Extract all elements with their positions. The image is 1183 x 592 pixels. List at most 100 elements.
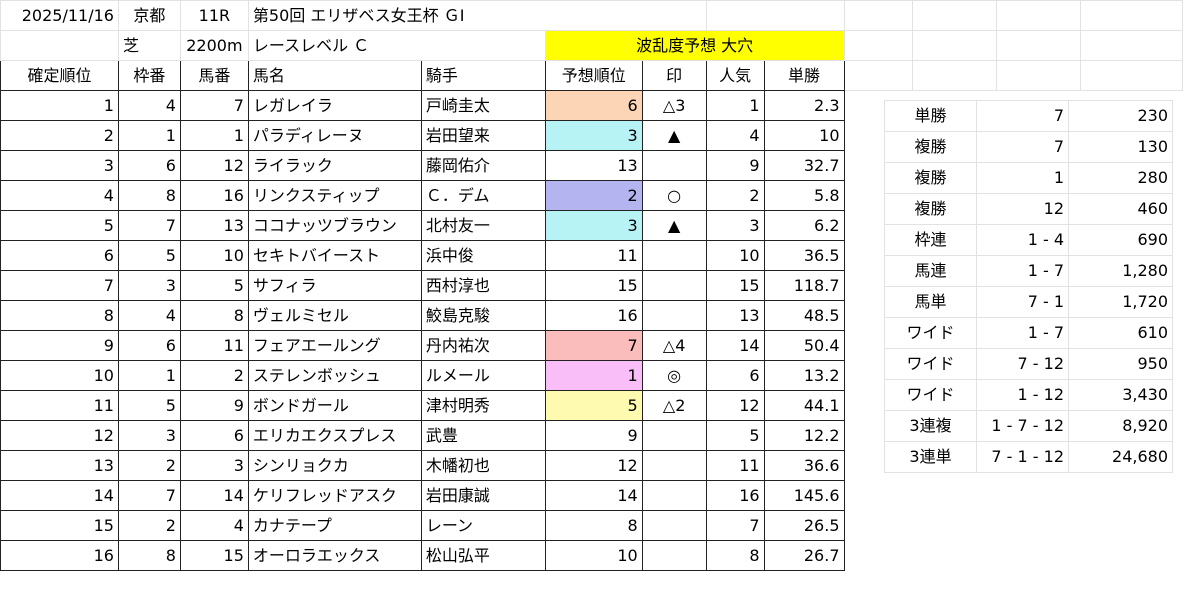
jockey-cell[interactable]: 武豊 <box>420 420 546 451</box>
waku-cell[interactable]: 6 <box>117 150 181 181</box>
mark-cell[interactable] <box>641 480 707 511</box>
waku-cell[interactable]: 5 <box>117 240 181 271</box>
waku-cell[interactable]: 8 <box>117 180 181 211</box>
empty-cell[interactable] <box>912 0 998 31</box>
pred-cell[interactable]: 3 <box>544 210 643 241</box>
finish-cell[interactable]: 3 <box>0 150 119 181</box>
payout-amount-cell[interactable]: 3,430 <box>1068 379 1173 411</box>
waku-cell[interactable]: 3 <box>117 270 181 301</box>
waku-cell[interactable]: 7 <box>117 480 181 511</box>
race-number-cell[interactable]: 11R <box>179 0 249 31</box>
finish-cell[interactable]: 12 <box>0 420 119 451</box>
payout-combo-cell[interactable]: 1 <box>976 162 1069 194</box>
race-title-cell[interactable]: 第50回 エリザベス女王杯 ＧⅠ <box>247 0 707 31</box>
horse-cell[interactable]: セキトバイースト <box>247 240 422 271</box>
empty-cell[interactable] <box>996 60 1082 91</box>
payout-amount-cell[interactable]: 950 <box>1068 348 1173 380</box>
umaban-cell[interactable]: 2 <box>179 360 249 391</box>
mark-cell[interactable]: △3 <box>641 90 707 121</box>
odds-cell[interactable]: 13.2 <box>763 360 845 391</box>
umaban-cell[interactable]: 16 <box>179 180 249 211</box>
payout-type-cell[interactable]: 複勝 <box>884 131 977 163</box>
odds-cell[interactable]: 44.1 <box>763 390 845 421</box>
pred-cell[interactable]: 1 <box>544 360 643 391</box>
umaban-cell[interactable]: 11 <box>179 330 249 361</box>
header-horse[interactable]: 馬名 <box>247 60 422 91</box>
pred-cell[interactable]: 6 <box>544 90 643 121</box>
pop-cell[interactable]: 11 <box>705 450 765 481</box>
prediction-label-cell[interactable]: 波乱度予想 大穴 <box>544 30 845 61</box>
horse-cell[interactable]: カナテープ <box>247 510 422 541</box>
payout-amount-cell[interactable]: 460 <box>1068 193 1173 225</box>
horse-cell[interactable]: レガレイラ <box>247 90 422 121</box>
finish-cell[interactable]: 8 <box>0 300 119 331</box>
empty-cell[interactable] <box>843 0 914 31</box>
pred-cell[interactable]: 5 <box>544 390 643 421</box>
finish-cell[interactable]: 4 <box>0 180 119 211</box>
horse-cell[interactable]: ココナッツブラウン <box>247 210 422 241</box>
mark-cell[interactable] <box>641 270 707 301</box>
finish-cell[interactable]: 14 <box>0 480 119 511</box>
pop-cell[interactable]: 6 <box>705 360 765 391</box>
finish-cell[interactable]: 2 <box>0 120 119 151</box>
mark-cell[interactable] <box>641 450 707 481</box>
distance-cell[interactable]: 2200m <box>179 30 249 61</box>
waku-cell[interactable]: 4 <box>117 300 181 331</box>
finish-cell[interactable]: 10 <box>0 360 119 391</box>
pop-cell[interactable]: 13 <box>705 300 765 331</box>
payout-combo-cell[interactable]: 1 - 7 <box>976 255 1069 287</box>
horse-cell[interactable]: ヴェルミセル <box>247 300 422 331</box>
pop-cell[interactable]: 4 <box>705 120 765 151</box>
finish-cell[interactable]: 7 <box>0 270 119 301</box>
pop-cell[interactable]: 10 <box>705 240 765 271</box>
pred-cell[interactable]: 15 <box>544 270 643 301</box>
odds-cell[interactable]: 26.7 <box>763 540 845 571</box>
empty-cell[interactable] <box>843 60 914 91</box>
header-pop[interactable]: 人気 <box>705 60 765 91</box>
odds-cell[interactable]: 32.7 <box>763 150 845 181</box>
pred-cell[interactable]: 2 <box>544 180 643 211</box>
horse-cell[interactable]: ライラック <box>247 150 422 181</box>
jockey-cell[interactable]: 北村友一 <box>420 210 546 241</box>
odds-cell[interactable]: 36.6 <box>763 450 845 481</box>
horse-cell[interactable]: ボンドガール <box>247 390 422 421</box>
finish-cell[interactable]: 1 <box>0 90 119 121</box>
payout-type-cell[interactable]: ワイド <box>884 379 977 411</box>
payout-combo-cell[interactable]: 7 - 12 <box>976 348 1069 380</box>
payout-combo-cell[interactable]: 7 <box>976 131 1069 163</box>
odds-cell[interactable]: 2.3 <box>763 90 845 121</box>
payout-amount-cell[interactable]: 610 <box>1068 317 1173 349</box>
pred-cell[interactable]: 10 <box>544 540 643 571</box>
payout-amount-cell[interactable]: 130 <box>1068 131 1173 163</box>
pop-cell[interactable]: 2 <box>705 180 765 211</box>
waku-cell[interactable]: 3 <box>117 420 181 451</box>
umaban-cell[interactable]: 1 <box>179 120 249 151</box>
horse-cell[interactable]: フェアエールング <box>247 330 422 361</box>
waku-cell[interactable]: 4 <box>117 90 181 121</box>
payout-amount-cell[interactable]: 230 <box>1068 100 1173 132</box>
empty-cell[interactable] <box>912 30 998 61</box>
payout-type-cell[interactable]: ワイド <box>884 317 977 349</box>
jockey-cell[interactable]: ルメール <box>420 360 546 391</box>
pop-cell[interactable]: 7 <box>705 510 765 541</box>
payout-type-cell[interactable]: 複勝 <box>884 162 977 194</box>
jockey-cell[interactable]: 鮫島克駿 <box>420 300 546 331</box>
payout-type-cell[interactable]: 複勝 <box>884 193 977 225</box>
empty-cell[interactable] <box>1080 30 1183 61</box>
payout-amount-cell[interactable]: 8,920 <box>1068 410 1173 442</box>
finish-cell[interactable]: 13 <box>0 450 119 481</box>
pred-cell[interactable]: 7 <box>544 330 643 361</box>
finish-cell[interactable]: 16 <box>0 540 119 571</box>
pop-cell[interactable]: 12 <box>705 390 765 421</box>
finish-cell[interactable]: 11 <box>0 390 119 421</box>
header-umaban[interactable]: 馬番 <box>179 60 249 91</box>
header-waku[interactable]: 枠番 <box>117 60 181 91</box>
pred-cell[interactable]: 13 <box>544 150 643 181</box>
pop-cell[interactable]: 3 <box>705 210 765 241</box>
jockey-cell[interactable]: 木幡初也 <box>420 450 546 481</box>
payout-type-cell[interactable]: 3連単 <box>884 441 977 473</box>
odds-cell[interactable]: 10 <box>763 120 845 151</box>
payout-combo-cell[interactable]: 7 - 1 - 12 <box>976 441 1069 473</box>
payout-combo-cell[interactable]: 1 - 4 <box>976 224 1069 256</box>
odds-cell[interactable]: 145.6 <box>763 480 845 511</box>
